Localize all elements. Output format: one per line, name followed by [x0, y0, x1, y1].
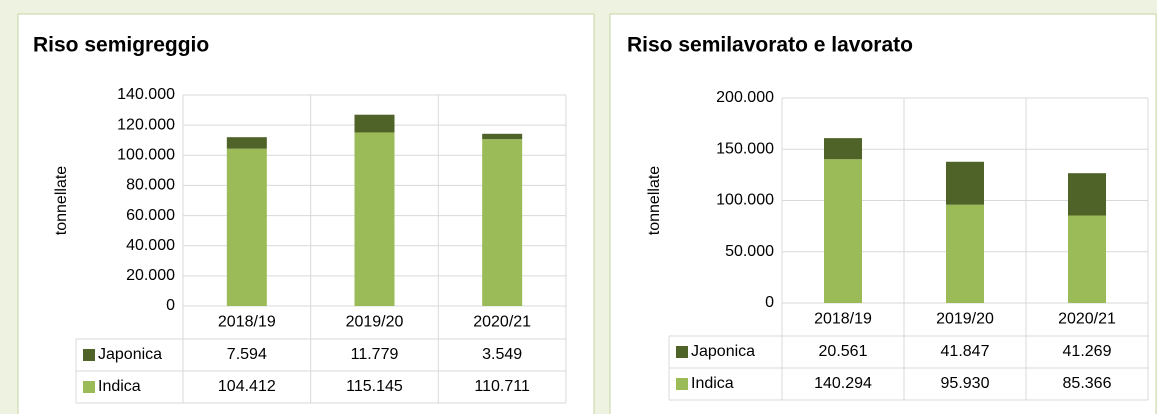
chart-title: Riso semigreggio — [33, 34, 209, 57]
table-value: 115.145 — [346, 378, 403, 395]
legend-label: Japonica — [691, 343, 755, 360]
bar-segment — [226, 137, 267, 149]
legend-label: Japonica — [98, 346, 162, 363]
legend-label: Indica — [98, 378, 141, 395]
table-value: 140.294 — [814, 375, 872, 392]
bar-segment — [946, 161, 984, 205]
bar-segment — [824, 159, 862, 303]
bar-segment — [354, 132, 395, 306]
legend-swatch — [676, 346, 688, 358]
y-tick-label: 140.000 — [117, 86, 175, 103]
y-tick-label: 150.000 — [716, 140, 774, 157]
table-value: 41.847 — [941, 343, 990, 360]
x-tick-label: 2018/19 — [218, 314, 276, 331]
table-value: 104.412 — [218, 378, 276, 395]
chart-title: Riso semilavorato e lavorato — [627, 34, 913, 57]
y-tick-label: 0 — [166, 297, 175, 314]
table-value: 95.930 — [941, 375, 990, 392]
y-tick-label: 120.000 — [117, 116, 175, 133]
y-tick-label: 0 — [765, 294, 774, 311]
bar-segment — [1068, 173, 1106, 216]
legend-swatch — [83, 349, 95, 361]
table-value: 41.269 — [1063, 343, 1112, 360]
table-value: 85.366 — [1063, 375, 1112, 392]
y-tick-label: 100.000 — [716, 192, 774, 209]
bar-segment — [482, 133, 523, 140]
y-tick-label: 50.000 — [725, 243, 774, 260]
legend-swatch — [83, 381, 95, 393]
table-value: 110.711 — [474, 378, 530, 395]
panel — [609, 13, 1157, 414]
y-tick-label: 100.000 — [117, 147, 175, 164]
y-tick-label: 200.000 — [716, 89, 774, 106]
x-tick-label: 2020/21 — [473, 314, 531, 331]
bar-segment — [226, 148, 267, 306]
y-axis-label: tonnellate — [53, 166, 70, 235]
bar-segment — [482, 139, 523, 306]
bar-segment — [354, 114, 395, 133]
bar-segment — [946, 204, 984, 303]
x-tick-label: 2018/19 — [814, 311, 872, 328]
bar-segment — [824, 138, 862, 160]
y-tick-label: 60.000 — [126, 207, 175, 224]
table-value: 11.779 — [351, 346, 399, 363]
y-tick-label: 80.000 — [126, 177, 175, 194]
bar-segment — [1068, 215, 1106, 303]
legend-swatch — [676, 378, 688, 390]
y-tick-label: 20.000 — [126, 267, 175, 284]
x-tick-label: 2019/20 — [936, 311, 994, 328]
y-tick-label: 40.000 — [126, 237, 175, 254]
x-tick-label: 2019/20 — [346, 314, 404, 331]
legend-label: Indica — [691, 375, 734, 392]
table-value: 20.561 — [819, 343, 868, 360]
x-tick-label: 2020/21 — [1058, 311, 1116, 328]
table-value: 3.549 — [482, 346, 522, 363]
table-value: 7.594 — [227, 346, 267, 363]
y-axis-label: tonnellate — [646, 166, 663, 235]
